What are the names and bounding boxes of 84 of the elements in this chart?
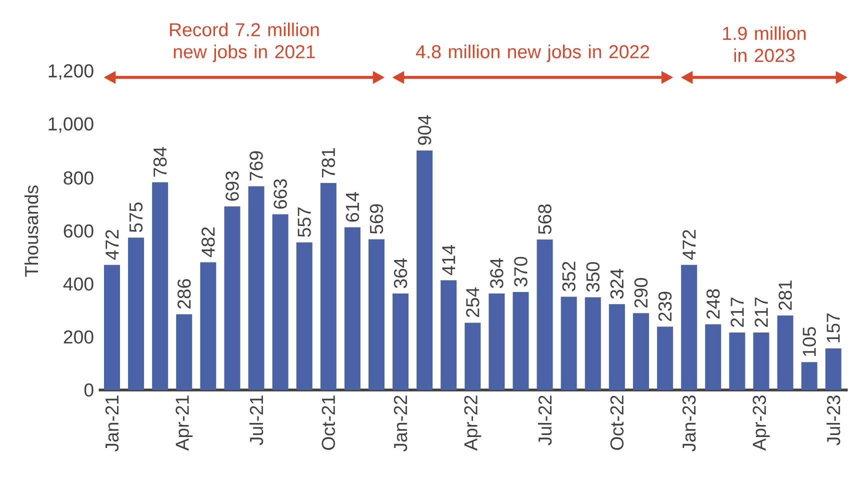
data-label: 904 xyxy=(418,115,432,145)
x-tick-label: Jan-22 xyxy=(394,396,408,452)
data-label: 281 xyxy=(778,280,792,310)
bar xyxy=(152,182,168,390)
bar xyxy=(368,239,384,390)
y-tick-label: 400 xyxy=(63,277,94,291)
data-label: 769 xyxy=(250,151,263,181)
data-label: 324 xyxy=(610,268,624,299)
y-tick-label: 800 xyxy=(64,171,94,185)
data-label: 157 xyxy=(826,313,840,342)
bar xyxy=(560,296,577,390)
text: 4.8 million new jobs in 2022 xyxy=(416,44,650,62)
bar xyxy=(128,238,144,390)
bar xyxy=(608,304,625,390)
bar xyxy=(320,183,336,390)
bar xyxy=(681,264,698,390)
data-label: 364 xyxy=(394,258,408,288)
bar xyxy=(416,150,433,390)
x-tick-label: Apr-23 xyxy=(752,396,770,451)
data-label: 105 xyxy=(802,327,816,356)
text: Record 7.2 million new jobs in 2021 xyxy=(170,22,319,62)
data-label: 217 xyxy=(730,298,744,327)
x-tick-label: Jul-23 xyxy=(826,396,840,446)
bar xyxy=(584,297,601,390)
bar xyxy=(536,239,553,390)
data-label: 290 xyxy=(634,278,648,308)
data-label: 569 xyxy=(370,204,384,234)
bar xyxy=(248,186,264,390)
data-label: 482 xyxy=(202,227,215,258)
y-tick-label: 600 xyxy=(64,224,94,238)
y-axis-title: Thousands xyxy=(24,186,38,277)
data-label: 614 xyxy=(346,192,360,222)
y-tick-label: 200 xyxy=(64,330,94,344)
bar xyxy=(392,294,409,390)
bar xyxy=(657,326,674,390)
data-label: 370 xyxy=(514,256,528,287)
x-tick-label: Jul-22 xyxy=(538,396,552,446)
data-label: 239 xyxy=(658,292,672,322)
data-label: 350 xyxy=(586,262,600,292)
data-label: 286 xyxy=(178,279,191,309)
x-tick-label: Apr-22 xyxy=(464,396,482,451)
bar xyxy=(464,322,481,390)
bar xyxy=(753,332,770,390)
data-label: 472 xyxy=(105,230,119,260)
x-tick-label: Oct-22 xyxy=(610,396,624,450)
bar xyxy=(632,313,649,390)
bar xyxy=(705,324,722,390)
bar xyxy=(512,292,529,390)
data-label: 663 xyxy=(274,179,287,209)
x-tick-label: Jan-21 xyxy=(105,396,119,452)
bar xyxy=(825,348,842,390)
text: 1.9 million in 2023 xyxy=(723,26,806,62)
x-tick-label: Jan-23 xyxy=(682,396,696,452)
x-tick-label: Apr-21 xyxy=(176,396,193,451)
data-label: 575 xyxy=(130,202,143,232)
data-label: 254 xyxy=(466,287,480,318)
bar xyxy=(440,280,457,390)
data-label: 248 xyxy=(706,289,720,319)
data-label: 364 xyxy=(490,258,504,288)
bar xyxy=(200,262,216,390)
data-label: 781 xyxy=(322,148,336,178)
data-label: 693 xyxy=(226,171,239,201)
data-label: 568 xyxy=(538,204,552,234)
y-tick-label: 0 xyxy=(84,383,94,397)
bar xyxy=(777,316,794,390)
x-tick-label: Jul-21 xyxy=(249,396,264,446)
y-tick-label: 1,200 xyxy=(48,64,94,80)
bar xyxy=(224,206,240,390)
data-label: 784 xyxy=(153,146,167,177)
bar xyxy=(272,214,288,390)
data-label: 414 xyxy=(442,244,456,276)
x-tick-label: Oct-21 xyxy=(322,396,336,450)
bar xyxy=(104,264,120,390)
bar xyxy=(801,362,818,390)
bar xyxy=(488,294,505,390)
data-label: 217 xyxy=(754,298,768,327)
bar xyxy=(344,227,360,390)
bar xyxy=(296,242,312,390)
bar xyxy=(729,332,746,390)
data-label: 472 xyxy=(682,230,696,260)
bar xyxy=(176,314,192,390)
data-label: 557 xyxy=(298,207,311,237)
data-label: 352 xyxy=(562,262,576,292)
y-tick-label: 1,000 xyxy=(48,117,94,133)
